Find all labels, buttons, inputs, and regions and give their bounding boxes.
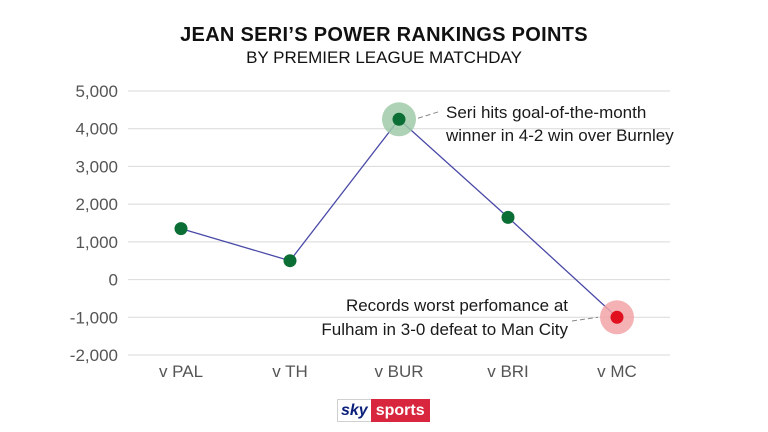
data-point: [610, 310, 624, 324]
y-tick-label: 4,000: [75, 120, 118, 139]
annotation-text: winner in 4-2 win over Burnley: [445, 126, 674, 145]
data-point: [174, 222, 188, 236]
logo-sports-text: sports: [370, 399, 430, 422]
y-tick-label: -2,000: [70, 346, 118, 365]
annotation-text: Records worst perfomance at: [346, 296, 568, 315]
data-point: [501, 210, 515, 224]
y-tick-label: 5,000: [75, 82, 118, 101]
x-tick-label: v PAL: [159, 362, 203, 381]
y-tick-label: 1,000: [75, 233, 118, 252]
annotation-text: Fulham in 3-0 defeat to Man City: [321, 320, 568, 339]
annotation-leader-line: [417, 110, 442, 119]
chart-title: JEAN SERI’S POWER RANKINGS POINTS: [180, 24, 588, 46]
series-line: [180, 118, 618, 318]
x-tick-label: v BUR: [374, 362, 423, 381]
logo-sky-text: sky: [337, 399, 371, 422]
y-tick-label: 3,000: [75, 157, 118, 176]
y-tick-label: -1,000: [70, 308, 118, 327]
x-tick-label: v MC: [597, 362, 637, 381]
chart-subtitle: BY PREMIER LEAGUE MATCHDAY: [246, 48, 522, 67]
annotation-leader-line: [571, 316, 599, 322]
x-tick-label: v TH: [272, 362, 308, 381]
data-point: [283, 254, 297, 268]
sky-sports-logo: sky sports: [337, 399, 430, 422]
y-tick-label: 2,000: [75, 195, 118, 214]
annotation-text: Seri hits goal-of-the-month: [446, 103, 646, 122]
data-point: [392, 112, 406, 126]
x-tick-label: v BRI: [487, 362, 529, 381]
y-tick-label: 0: [109, 271, 118, 290]
